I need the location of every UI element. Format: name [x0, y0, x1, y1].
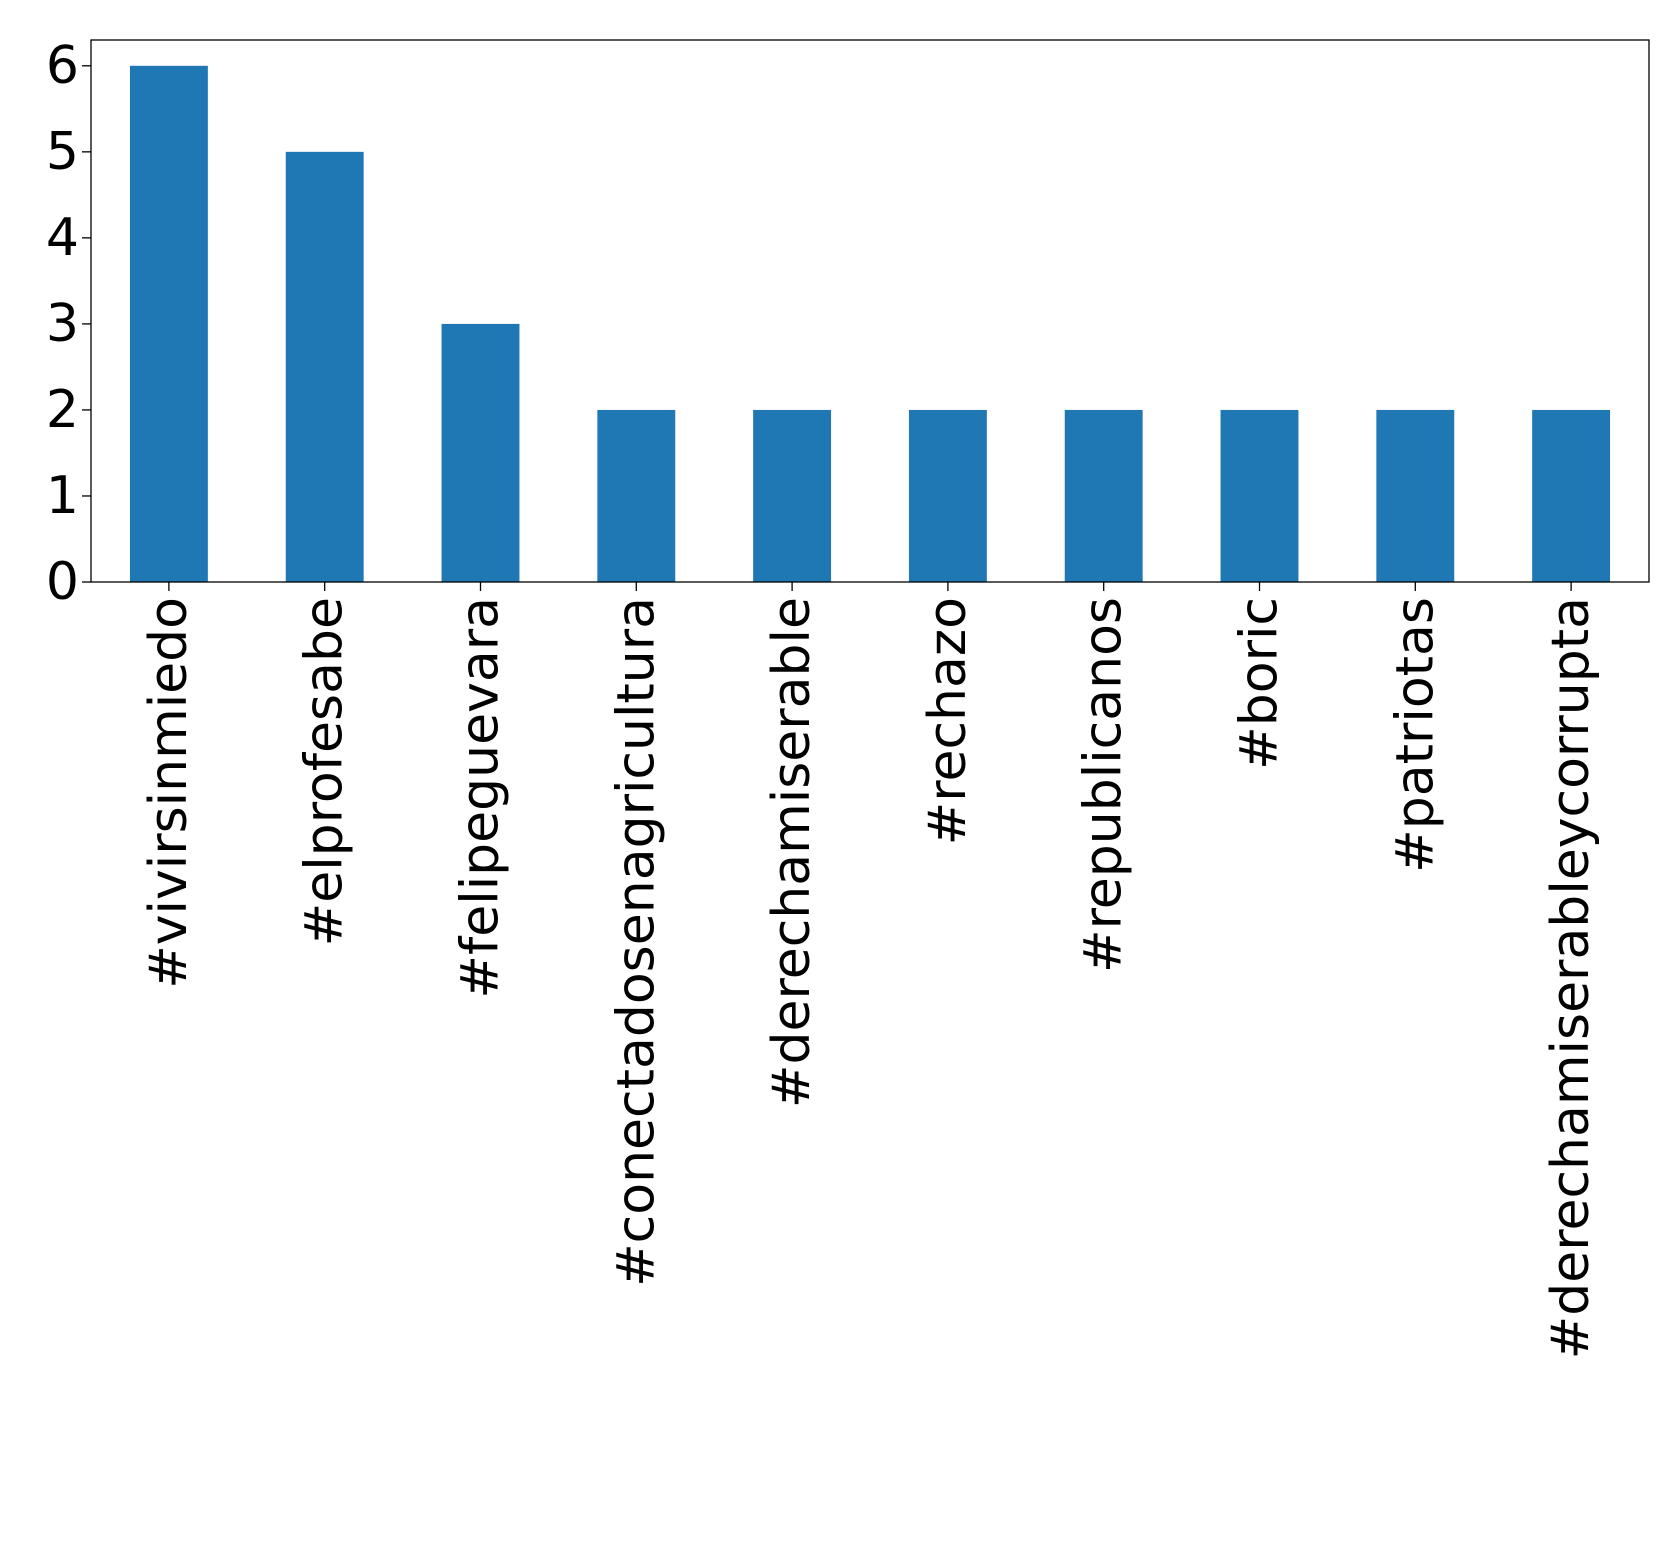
x-tick-label-5: #rechazo	[918, 597, 978, 845]
bar-2	[441, 323, 520, 582]
bar-8	[1376, 409, 1455, 582]
y-tick-label-1: 1	[46, 466, 79, 526]
y-tick-label-2: 2	[46, 380, 79, 440]
x-tick-label-8: #patriotas	[1385, 597, 1445, 873]
bar-5	[908, 409, 987, 582]
y-tick-label-6: 6	[46, 36, 79, 96]
y-tick-label-0: 0	[46, 552, 79, 612]
bar-7	[1220, 409, 1299, 582]
y-axis: 0 1 2 3 4 5 6	[46, 36, 91, 612]
x-tick-label-1: #elprofesabe	[295, 597, 355, 946]
bar-4	[753, 409, 832, 582]
bars-layer	[129, 65, 1611, 583]
bar-0	[129, 65, 208, 583]
x-tick-label-3: #conectadosenagricultura	[606, 597, 666, 1287]
plot-frame	[90, 39, 1650, 583]
y-tick-label-3: 3	[46, 294, 79, 354]
x-tick-label-9: #derechamiserableycorrupta	[1541, 597, 1601, 1359]
bar-6	[1064, 409, 1143, 582]
x-tick-label-0: #vivirsinmiedo	[139, 597, 199, 989]
y-tick-label-5: 5	[46, 122, 79, 182]
x-tick-label-7: #boric	[1230, 597, 1290, 770]
bar-3	[597, 409, 676, 582]
x-tick-label-4: #derechamiserable	[762, 597, 822, 1108]
x-tick-label-2: #felipeguevara	[451, 597, 511, 999]
x-axis: #vivirsinmiedo #elprofesabe #felipeguevara…	[139, 582, 1601, 1359]
y-tick-label-4: 4	[46, 208, 79, 268]
bar-1	[285, 151, 364, 583]
x-tick-label-6: #republicanos	[1074, 597, 1134, 973]
bar-9	[1532, 409, 1611, 582]
